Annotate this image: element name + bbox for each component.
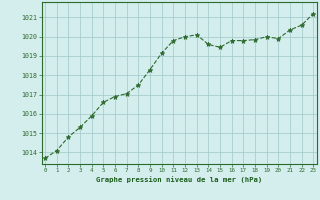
X-axis label: Graphe pression niveau de la mer (hPa): Graphe pression niveau de la mer (hPa) [96, 176, 262, 183]
